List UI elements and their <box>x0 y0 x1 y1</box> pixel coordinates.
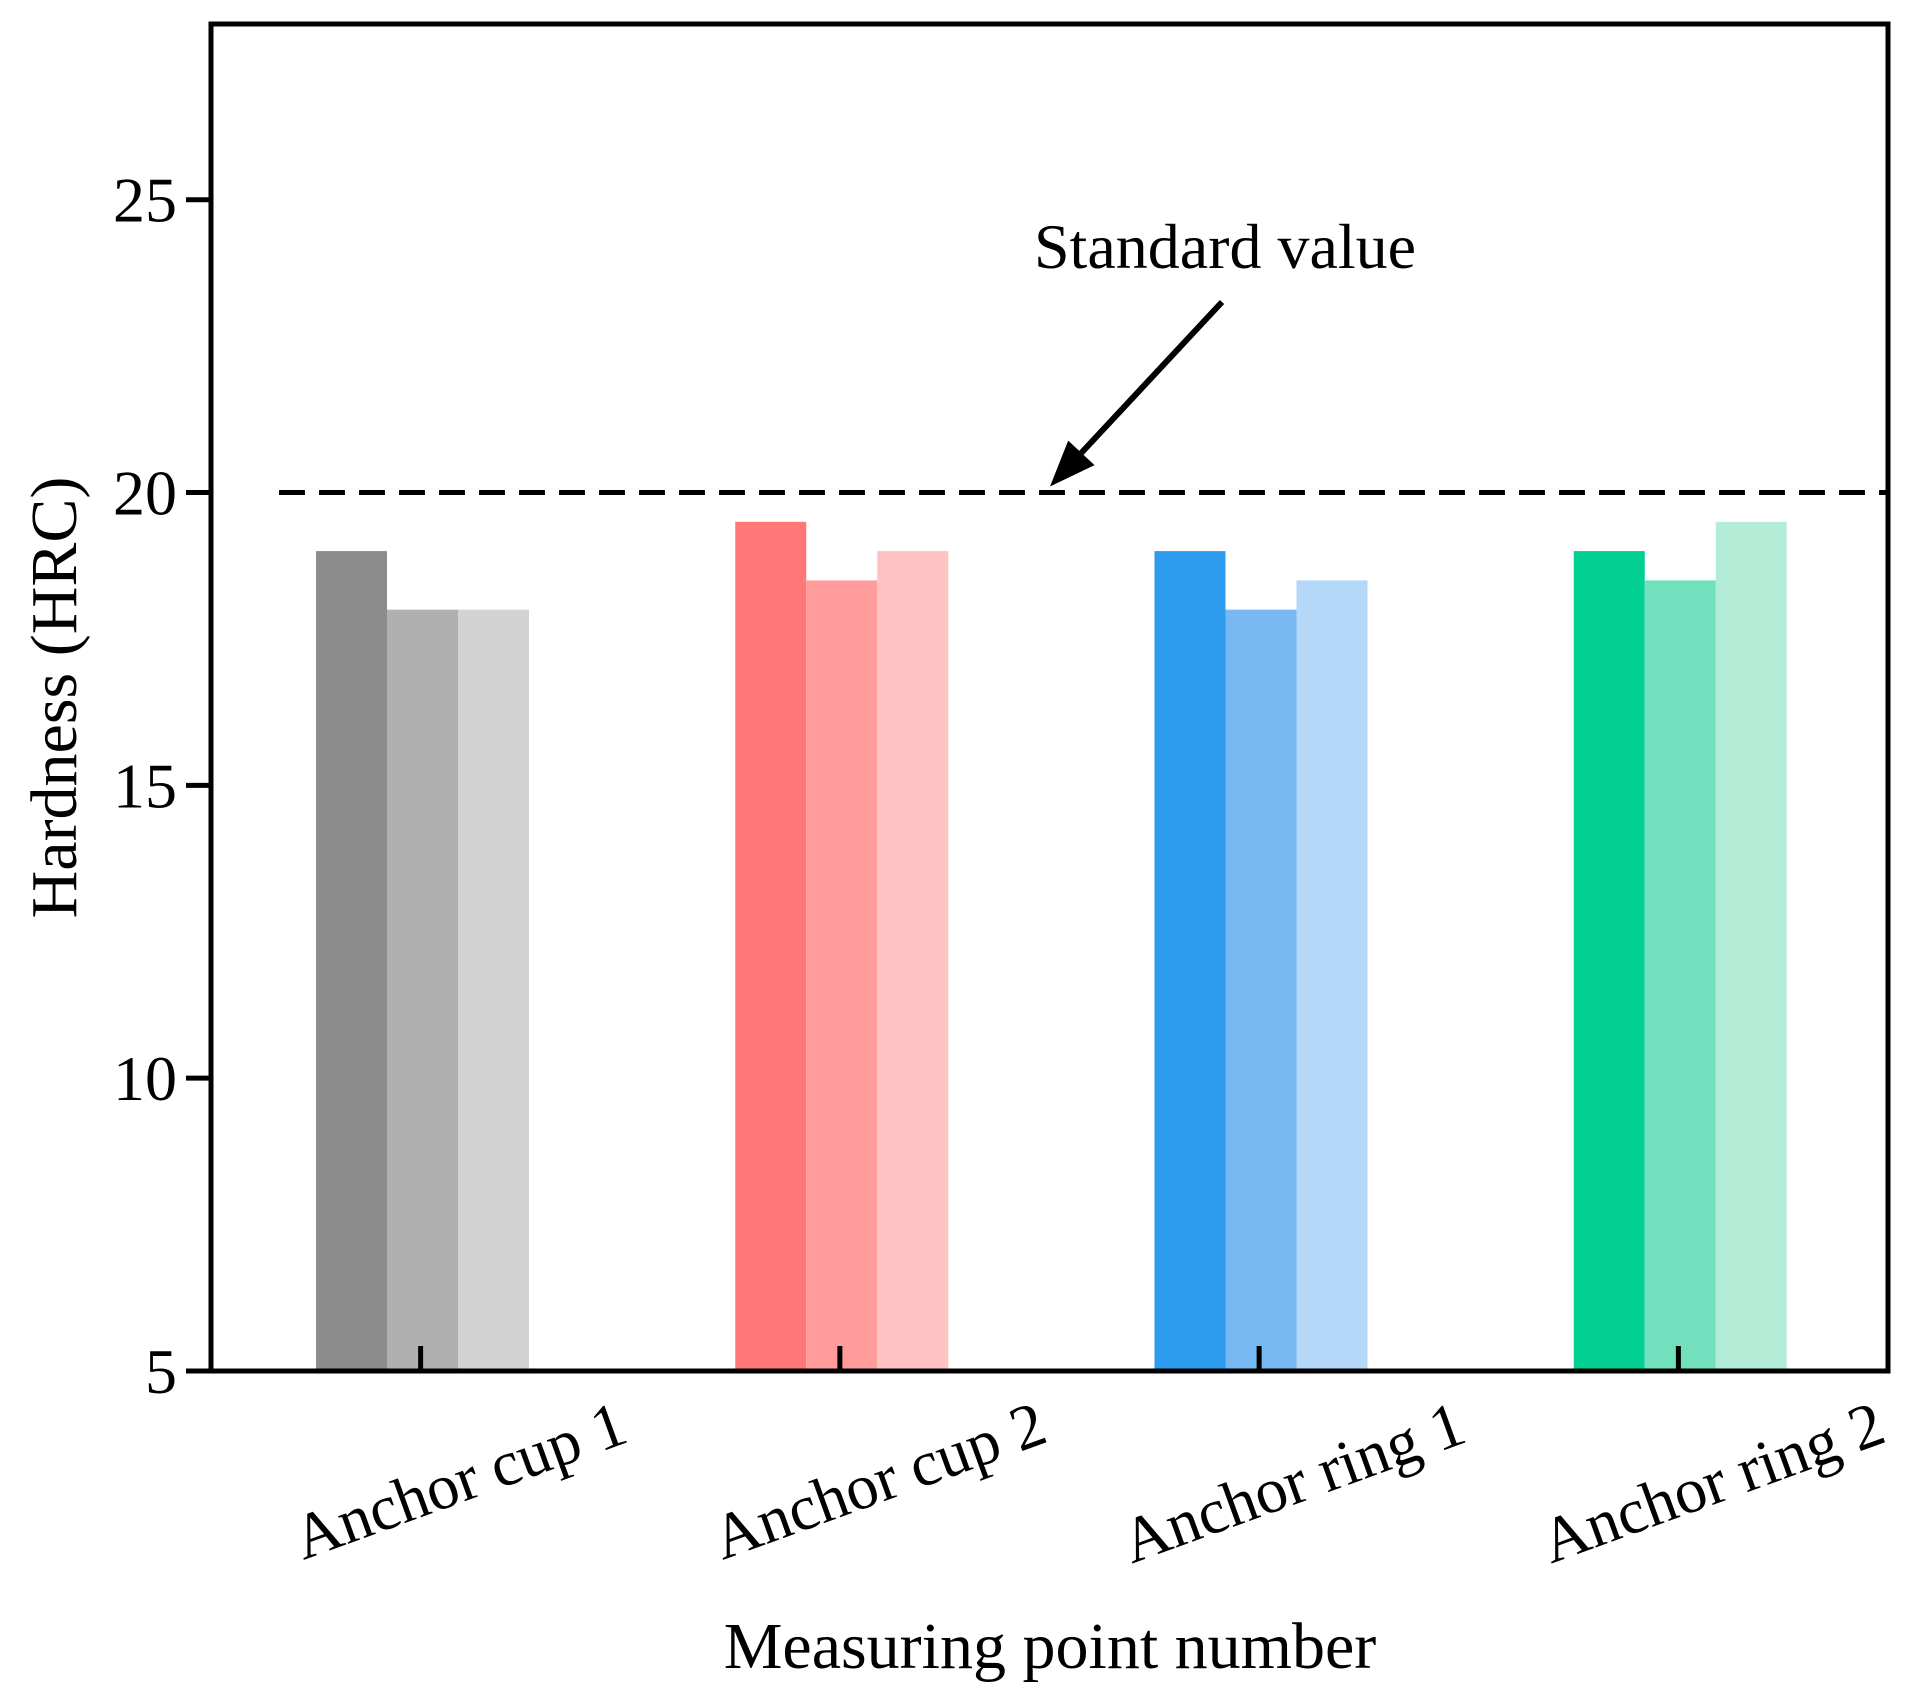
y-tick-label: 25 <box>113 165 177 236</box>
standard-value-arrowhead <box>1050 440 1095 487</box>
bars-layer <box>316 521 1787 1371</box>
bar-3-3 <box>1296 580 1368 1371</box>
bar-3-1 <box>1154 551 1226 1371</box>
bar-2-3 <box>877 551 949 1371</box>
x-axis-title: Measuring point number <box>724 1610 1377 1683</box>
y-axis-title: Hardness (HRC) <box>18 477 91 919</box>
x-tick-label: Anchor ring 2 <box>1532 1387 1894 1577</box>
bar-1-1 <box>316 551 387 1371</box>
y-axis-ticks: 5 10 15 20 25 <box>113 165 211 1407</box>
x-tick-label: Anchor ring 1 <box>1112 1387 1474 1577</box>
plot-frame <box>208 21 1891 1374</box>
y-tick-label: 20 <box>113 458 177 529</box>
y-tick-label: 10 <box>113 1043 177 1114</box>
y-tick-label: 5 <box>145 1336 177 1407</box>
x-tick-label: Anchor cup 1 <box>284 1387 636 1573</box>
bar-4-1 <box>1573 551 1645 1371</box>
bar-4-2 <box>1644 580 1716 1371</box>
x-axis-ticks: Anchor cup 1 Anchor cup 2 Anchor ring 1 Anc… <box>284 1346 1893 1577</box>
y-tick-label: 15 <box>113 750 177 821</box>
bar-4-3 <box>1715 521 1787 1371</box>
bar-2-1 <box>735 521 807 1371</box>
bar-1-3 <box>458 609 529 1371</box>
bar-2-2 <box>806 580 878 1371</box>
standard-value-label: Standard value <box>1034 211 1416 282</box>
bar-1-2 <box>387 609 458 1371</box>
bar-3-2 <box>1225 609 1297 1371</box>
x-tick-label: Anchor cup 2 <box>703 1387 1055 1573</box>
standard-value-arrow <box>1079 299 1225 455</box>
